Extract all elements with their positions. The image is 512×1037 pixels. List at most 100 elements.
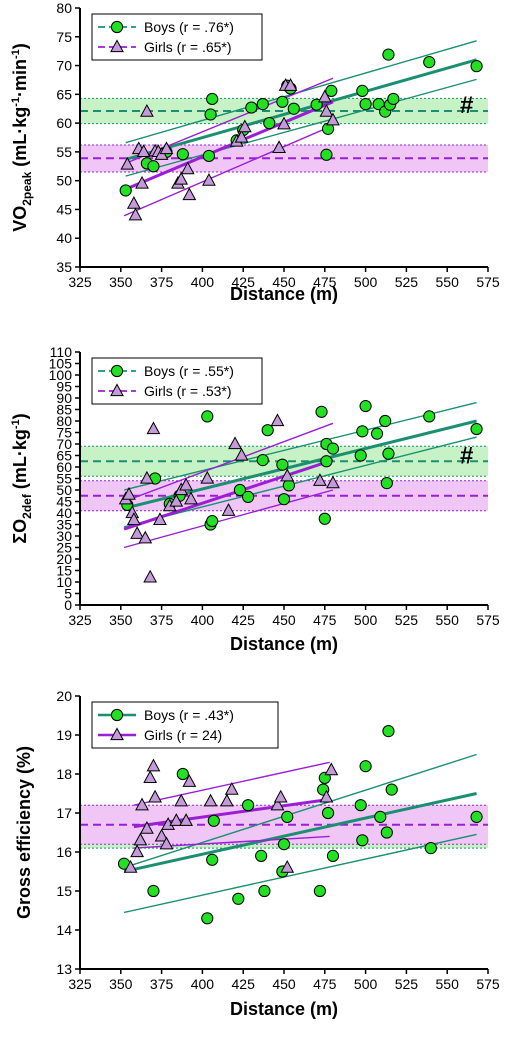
data-point-girls [203, 793, 218, 807]
y-tick-label: 50 [56, 173, 72, 189]
data-point-boys [282, 479, 295, 492]
x-tick-label: 500 [354, 976, 378, 992]
data-point-boys [261, 424, 274, 437]
data-point-girls [153, 512, 167, 526]
data-point-boys [176, 767, 189, 781]
y-tick-label: 70 [56, 436, 72, 452]
data-point-boys [176, 148, 189, 161]
data-point-boys [287, 102, 300, 115]
x-tick-label: 475 [313, 274, 337, 290]
x-tick-label: 400 [191, 612, 215, 628]
x-tick-label: 500 [354, 612, 378, 628]
data-point-girls [138, 530, 153, 544]
data-point-girls [130, 844, 145, 858]
panel-o2def: 0510152025303540455055606570758085909510… [10, 344, 500, 654]
x-tick-label: 325 [68, 274, 92, 290]
data-point-girls [270, 797, 285, 811]
x-tick-label: 325 [68, 976, 92, 992]
data-point-girls [136, 144, 151, 158]
y-tick-label: 35 [56, 259, 72, 275]
data-point-girls [179, 813, 193, 826]
legend-marker-girls [110, 39, 124, 53]
data-point-girls [219, 793, 234, 807]
y-tick-label: 110 [50, 344, 73, 360]
x-tick-label: 550 [436, 274, 460, 290]
data-point-boys [380, 477, 393, 490]
y-tick-label: 55 [56, 144, 72, 160]
x-axis-title: Distance (m) [230, 999, 338, 1019]
data-point-boys [356, 84, 369, 97]
y-axis-title: ΣO2def (mL·kg-1) [10, 413, 34, 543]
data-point-boys [201, 410, 214, 423]
data-point-girls [326, 475, 340, 489]
x-tick-label: 575 [476, 274, 500, 290]
significance-annotation: # [460, 442, 473, 469]
legend-box [91, 13, 263, 61]
x-tick-label: 525 [395, 612, 419, 628]
data-point-boys [326, 442, 340, 455]
data-point-boys [119, 184, 132, 197]
data-point-boys [321, 806, 335, 820]
data-point-girls [234, 129, 249, 143]
data-point-boys [233, 483, 247, 497]
y-axis-title: VO2peak (mL·kg-1·min-1) [10, 43, 34, 232]
data-point-girls [135, 175, 149, 189]
data-point-boys [281, 810, 294, 824]
x-axis-title: Distance (m) [230, 284, 338, 304]
data-point-boys [423, 410, 436, 423]
data-point-girls [319, 103, 334, 117]
legend-label-boys: Boys (r = .76*) [144, 19, 234, 35]
data-point-girls [272, 140, 287, 153]
data-point-boys [256, 98, 269, 111]
y-tick-label: 13 [56, 961, 72, 977]
ci-lower-girls [123, 489, 334, 549]
data-point-girls [280, 468, 295, 482]
data-point-boys [263, 117, 276, 130]
data-point-boys [325, 84, 338, 97]
data-point-girls [270, 413, 285, 427]
y-tick-label: 100 [49, 367, 73, 383]
x-tick-label: 450 [272, 274, 296, 290]
data-point-girls [324, 762, 339, 776]
data-point-boys [359, 98, 372, 111]
y-tick-label: 20 [56, 551, 72, 567]
x-tick-label: 475 [313, 612, 337, 628]
x-tick-label: 425 [232, 612, 256, 628]
data-point-girls [184, 491, 198, 505]
data-point-girls [140, 470, 154, 484]
legend-label-girls: Girls (r = 24) [144, 727, 222, 743]
y-tick-label: 65 [56, 86, 72, 102]
data-point-girls [159, 141, 174, 155]
y-tick-label: 90 [56, 390, 72, 406]
panel-vo2peak: 35 40 45 50 55 60 65 70 75 80 325 350 375 400 425 450 47… [10, 0, 500, 304]
data-point-boys [354, 799, 367, 812]
fit-line-boys [123, 792, 477, 873]
data-point-girls [133, 832, 148, 846]
x-tick-label: 350 [109, 274, 133, 290]
data-point-girls [123, 859, 138, 873]
x-tick-label: 400 [191, 976, 215, 992]
y-tick-label: 45 [56, 494, 72, 510]
y-tick-label: 25 [56, 540, 72, 556]
data-point-girls [120, 156, 135, 170]
data-point-girls [140, 103, 154, 117]
data-point-boys [202, 149, 216, 163]
x-tick-label: 525 [395, 274, 419, 290]
data-point-boys [326, 849, 340, 863]
y-tick-label: 40 [56, 230, 72, 246]
x-tick-label: 575 [476, 612, 500, 628]
data-point-boys [315, 405, 328, 418]
y-tick-label: 75 [56, 29, 72, 45]
data-point-boys [359, 760, 372, 773]
legend-label-girls: Girls (r = .65*) [144, 39, 232, 55]
y-tick-label: 60 [56, 459, 72, 475]
y-axis-title: Gross efficiency (%) [14, 746, 34, 919]
data-point-girls [200, 470, 215, 484]
data-point-boys [258, 884, 271, 898]
x-tick-label: 375 [150, 612, 174, 628]
data-point-boys [382, 447, 395, 460]
data-point-boys [147, 160, 160, 173]
ci-lower-boys [123, 436, 477, 528]
data-point-girls [128, 207, 143, 221]
